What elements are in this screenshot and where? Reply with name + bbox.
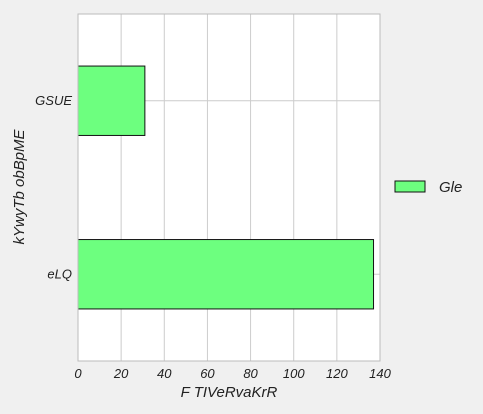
plot-frame <box>77 13 381 362</box>
x-tick-label: 80 <box>243 366 258 381</box>
x-axis-ticks: 0 20 40 60 80 100 120 140 <box>74 366 391 381</box>
x-tick-label: 20 <box>113 366 129 381</box>
y-axis-ticks: GSUE eLQ <box>35 93 72 282</box>
legend-label: Gle <box>439 179 462 196</box>
y-axis-title: kYwyTb obBpME <box>11 128 28 244</box>
x-tick-label: 120 <box>326 366 348 381</box>
x-tick-label: 0 <box>74 366 82 381</box>
bars <box>77 65 375 310</box>
bar-gsue <box>77 65 146 136</box>
x-tick-label: 100 <box>283 366 305 381</box>
y-tick-label: GSUE <box>35 93 72 108</box>
legend: Gle <box>394 179 462 196</box>
y-tick-label: eLQ <box>47 266 72 281</box>
x-tick-label: 40 <box>157 366 172 381</box>
x-axis-title: F TIVeRvaKrR <box>181 384 278 401</box>
x-tick-label: 140 <box>369 366 391 381</box>
x-tick-label: 60 <box>200 366 215 381</box>
legend-swatch <box>394 180 426 193</box>
bar-elq <box>77 239 375 310</box>
